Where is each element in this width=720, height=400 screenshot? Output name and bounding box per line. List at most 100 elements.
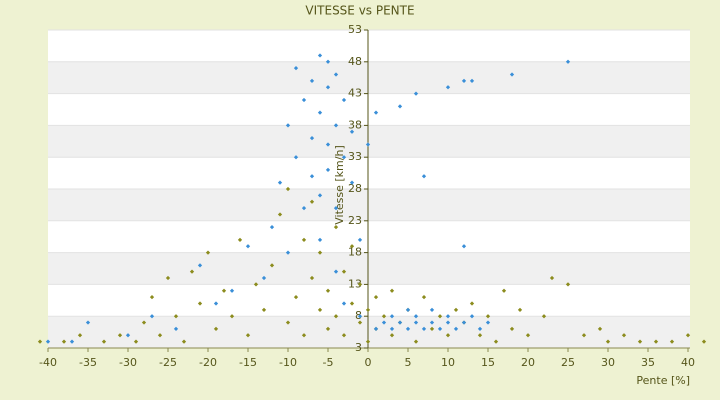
point [133, 339, 139, 344]
y-tick-label: 53 [348, 23, 362, 36]
point [277, 180, 283, 185]
point [349, 180, 355, 185]
point [349, 129, 355, 134]
point [341, 269, 347, 274]
point [429, 320, 435, 325]
point [453, 307, 459, 312]
x-tick-label: 15 [481, 356, 495, 369]
point [597, 326, 603, 332]
y-tick-label: 13 [348, 277, 362, 290]
point [149, 294, 155, 300]
point [437, 326, 443, 332]
point [245, 333, 251, 338]
point [389, 326, 395, 332]
point [517, 307, 523, 312]
point [269, 263, 275, 268]
point [389, 314, 395, 319]
x-tick-label: -20 [199, 356, 217, 369]
point [477, 333, 483, 338]
point [461, 244, 467, 249]
x-tick-label: -10 [279, 356, 297, 369]
grid-band [48, 189, 690, 221]
point [365, 142, 371, 147]
point [413, 320, 419, 325]
point [293, 294, 299, 300]
point [421, 294, 427, 300]
point [357, 282, 363, 287]
point [365, 307, 371, 312]
point [301, 237, 307, 243]
point [397, 320, 403, 325]
point [37, 339, 43, 344]
point [549, 275, 555, 281]
point [501, 288, 507, 293]
point [341, 155, 347, 160]
point [413, 314, 419, 319]
point [477, 326, 483, 332]
point [181, 339, 187, 344]
point [309, 199, 315, 204]
point [509, 326, 515, 332]
point [333, 269, 339, 274]
grid-band [48, 252, 690, 285]
point [285, 320, 291, 325]
y-tick-label: 18 [348, 246, 362, 259]
point [485, 320, 491, 325]
point [581, 333, 587, 338]
x-tick-label: 20 [521, 356, 535, 369]
point [493, 339, 499, 344]
point [229, 314, 235, 319]
point [333, 205, 339, 211]
point [285, 186, 291, 192]
point [213, 301, 219, 306]
point [253, 282, 259, 287]
x-tick-label: 25 [561, 356, 575, 369]
point [261, 307, 267, 312]
point [325, 326, 331, 332]
y-tick-label: 43 [348, 87, 362, 100]
point [541, 314, 547, 319]
point [685, 333, 691, 338]
x-tick-label: -35 [79, 356, 97, 369]
point [325, 167, 331, 173]
y-tick-label: 38 [348, 118, 362, 131]
point [365, 339, 371, 344]
y-tick-label: 3 [355, 341, 362, 354]
point [621, 333, 627, 338]
point [381, 320, 387, 325]
point [245, 244, 251, 249]
chart-title: VITESSE vs PENTE [305, 4, 414, 18]
point [381, 314, 387, 319]
point [461, 320, 467, 325]
point [333, 225, 339, 230]
point [293, 155, 299, 160]
point [237, 237, 243, 243]
y-tick-label: 48 [348, 55, 362, 68]
point [309, 275, 315, 281]
point [469, 314, 475, 319]
point [229, 288, 235, 293]
point [269, 225, 275, 230]
point [325, 142, 331, 147]
y-tick-label: 28 [348, 182, 362, 195]
point [173, 314, 179, 319]
point [637, 339, 643, 344]
x-tick-label: 35 [641, 356, 655, 369]
point [205, 250, 211, 255]
y-axis-label: Vitesse [km/h] [333, 145, 346, 225]
point [341, 301, 347, 306]
point [349, 244, 355, 249]
point [429, 326, 435, 332]
point [309, 174, 315, 179]
point [357, 314, 363, 319]
point [445, 314, 451, 319]
y-tick-label: 33 [348, 150, 362, 163]
point [445, 333, 451, 338]
point [405, 307, 411, 312]
x-tick-label: 5 [405, 356, 412, 369]
point [421, 326, 427, 332]
point [301, 205, 307, 211]
point [469, 301, 475, 306]
x-tick-label: -5 [323, 356, 334, 369]
